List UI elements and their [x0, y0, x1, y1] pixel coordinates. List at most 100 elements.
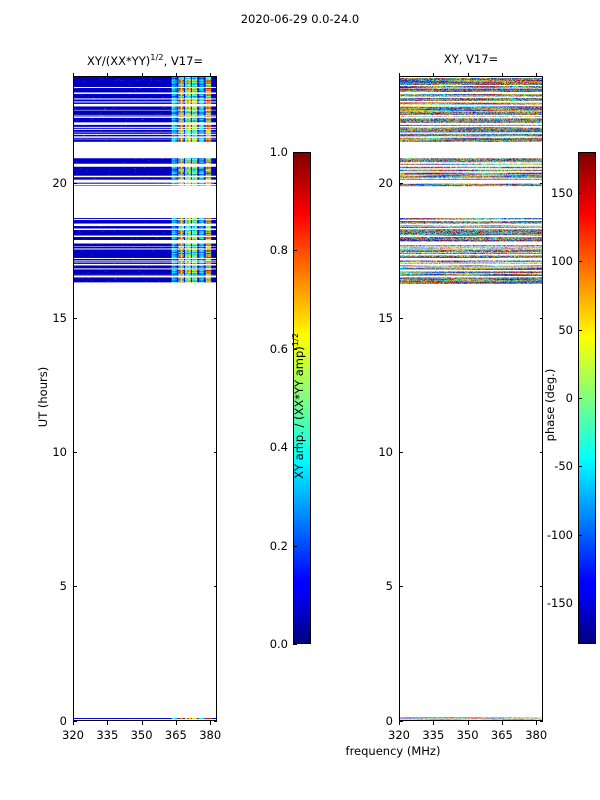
right-ytick-15 — [399, 318, 403, 319]
amp-cbticklabel-0.0: 0.0 — [269, 637, 288, 651]
ph-cbticklabel--50: -50 — [554, 459, 573, 474]
phase-heatmap — [400, 77, 542, 720]
amp-cbtick-0.4 — [293, 447, 297, 449]
left-ytick-5-r — [213, 586, 217, 587]
amp-cbtick-0.0 — [293, 644, 297, 645]
right-xticklabel-350: 350 — [456, 728, 479, 742]
amp-cbticklabel-0.6: 0.6 — [269, 341, 288, 356]
right-yticklabel-20: 20 — [378, 176, 393, 190]
left-xticklabel-380: 380 — [199, 728, 222, 742]
right-xticklabel-365: 365 — [490, 728, 513, 742]
right-xticklabel-335: 335 — [422, 728, 445, 742]
ph-cbtick-100 — [578, 261, 582, 263]
amp-cbtick-1.0 — [293, 152, 297, 153]
ph-cbticklabel-50: 50 — [558, 322, 573, 337]
left-xticklabel-320: 320 — [62, 728, 84, 742]
ph-cbticklabel--150: -150 — [546, 596, 573, 610]
left-xticklabel-365: 365 — [164, 728, 187, 742]
ph-cbtick-0 — [578, 398, 582, 399]
phase-colorbar-label: phase (deg.) — [543, 368, 557, 442]
right-ytick-5-r — [539, 586, 543, 587]
ph-cbtick-50 — [578, 329, 582, 331]
left-ytick-0-r — [213, 721, 217, 722]
ph-cbtick--100 — [578, 534, 582, 536]
amp-cbticklabel-0.2: 0.2 — [269, 538, 288, 553]
left-ytick-15-r — [213, 318, 217, 319]
ph-cbtick-150 — [578, 193, 582, 194]
right-xtick-350-t — [467, 72, 469, 76]
left-panel-title-suffix: , V17= — [163, 53, 204, 68]
left-panel-title-exponent: 1/2 — [150, 52, 164, 62]
right-yticklabel-15: 15 — [378, 311, 393, 325]
amp-cbticklabel-0.8: 0.8 — [269, 243, 288, 258]
left-xtick-380-t — [210, 72, 212, 76]
amp-cbticklabel-0.4: 0.4 — [269, 440, 288, 455]
right-xtick-380-t — [536, 72, 538, 76]
amplitude-colorbar-gradient — [294, 153, 310, 643]
right-panel-title: XY, V17= — [443, 52, 499, 66]
right-ytick-0-r — [539, 721, 543, 722]
right-ytick-0 — [399, 721, 403, 722]
ph-cbticklabel-100: 100 — [551, 254, 573, 269]
left-yticklabel-0: 0 — [59, 714, 67, 728]
figure-xlabel: frequency (MHz) — [345, 744, 441, 758]
amplitude-colorbar-label-base: XY amp. / (XX*YY amp) — [291, 346, 306, 479]
right-yticklabel-10: 10 — [378, 445, 393, 459]
amplitude-ratio-plot-area[interactable] — [73, 76, 217, 721]
right-ytick-5 — [399, 586, 403, 587]
left-ytick-10 — [73, 452, 77, 453]
right-xtick-380 — [536, 721, 538, 725]
left-xtick-335-t — [107, 72, 109, 76]
ph-cbticklabel-0: 0 — [565, 391, 573, 405]
left-xtick-380 — [210, 721, 212, 725]
amplitude-colorbar[interactable] — [293, 152, 311, 644]
left-ytick-10-r — [213, 452, 217, 453]
right-xtick-365-t — [501, 72, 503, 76]
right-xticklabel-380: 380 — [525, 728, 548, 742]
left-xtick-335 — [107, 721, 109, 725]
left-ytick-20-r — [213, 183, 217, 184]
amplitude-colorbar-label-exponent: 1/2 — [290, 332, 301, 347]
ph-cbticklabel-150: 150 — [551, 186, 573, 200]
right-ytick-15-r — [539, 318, 543, 319]
left-xtick-365-t — [175, 72, 177, 76]
left-xtick-365 — [175, 721, 177, 725]
amp-cbticklabel-1.0: 1.0 — [269, 145, 288, 159]
left-ytick-15 — [73, 318, 77, 319]
right-xtick-320 — [399, 721, 400, 725]
phase-plot-area[interactable] — [399, 76, 543, 721]
ph-cbtick--150 — [578, 603, 582, 604]
right-ytick-20-r — [539, 183, 543, 184]
right-ytick-20 — [399, 183, 403, 184]
right-xtick-335-t — [433, 72, 435, 76]
left-xticklabel-335: 335 — [96, 728, 119, 742]
left-xticklabel-350: 350 — [130, 728, 153, 742]
phase-colorbar-gradient — [579, 153, 595, 643]
right-xticklabel-320: 320 — [388, 728, 410, 742]
left-panel-title: XY/(XX*YY)1/2, V17= — [73, 52, 217, 68]
left-xtick-350-t — [141, 72, 143, 76]
right-yticklabel-0: 0 — [385, 714, 393, 728]
amp-cbtick-0.2 — [293, 545, 297, 547]
amplitude-colorbar-label: XY amp. / (XX*YY amp)1/2 — [290, 236, 306, 576]
amp-cbtick-0.6 — [293, 348, 297, 350]
left-yticklabel-20: 20 — [52, 176, 67, 190]
left-panel-title-base: XY/(XX*YY) — [86, 53, 151, 68]
ph-cbticklabel--100: -100 — [546, 527, 573, 542]
amp-cbtick-0.8 — [293, 250, 297, 252]
right-xtick-335 — [433, 721, 435, 725]
amplitude-ratio-heatmap — [74, 77, 216, 720]
right-ytick-10-r — [539, 452, 543, 453]
right-xtick-320-t — [399, 72, 400, 76]
right-ytick-10 — [399, 452, 403, 453]
figure-suptitle: 2020-06-29 0.0-24.0 — [240, 12, 360, 26]
left-ytick-5 — [73, 586, 77, 587]
left-ytick-20 — [73, 183, 77, 184]
right-xtick-350 — [467, 721, 469, 725]
left-yticklabel-10: 10 — [52, 445, 67, 459]
left-yticklabel-15: 15 — [52, 311, 67, 325]
left-yticklabel-5: 5 — [59, 579, 67, 593]
left-xtick-320-t — [73, 72, 74, 76]
right-yticklabel-5: 5 — [385, 579, 393, 593]
